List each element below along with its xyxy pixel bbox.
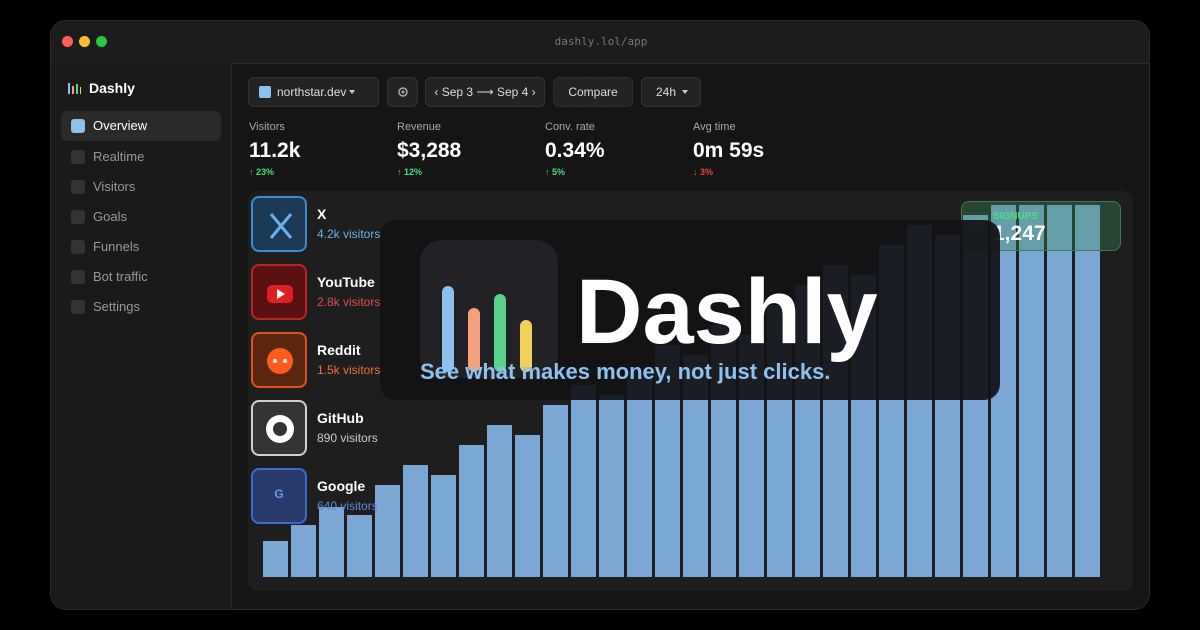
source-icon	[251, 196, 307, 252]
source-icon: G	[251, 468, 307, 524]
nav-item[interactable]: Goals	[61, 202, 221, 232]
bar	[319, 507, 344, 577]
bar	[1047, 205, 1072, 577]
metric: Conv. rate 0.34% ↑ 5%	[545, 121, 685, 181]
metric-label: Avg time	[693, 121, 736, 133]
minimize-dot[interactable]	[79, 36, 90, 47]
source-visitors: 640 visitors	[317, 499, 378, 513]
icon-label: G	[274, 487, 284, 501]
nav-item[interactable]: Realtime	[61, 142, 221, 172]
bar	[599, 395, 624, 577]
site-select[interactable]: northstar.dev	[248, 77, 379, 107]
logo	[420, 240, 558, 378]
source-name: GitHub	[317, 410, 364, 426]
nav-item[interactable]: Visitors	[61, 172, 221, 202]
maximize-dot[interactable]	[96, 36, 107, 47]
metric: Avg time 0m 59s ↓ 3%	[693, 121, 833, 181]
source-name: Reddit	[317, 342, 361, 358]
nav-item[interactable]: Bot traffic	[61, 262, 221, 292]
metric-label: Revenue	[397, 121, 442, 133]
metric-delta: ↓ 3%	[693, 167, 714, 177]
metric-delta: ↑ 12%	[397, 167, 423, 177]
overlay-banner: Dashly See what makes money, not just cl…	[380, 220, 1000, 400]
bar	[487, 425, 512, 577]
nav-item[interactable]: Settings	[61, 292, 221, 322]
brand: Dashly	[89, 80, 135, 96]
metric-value: 11.2k	[249, 139, 301, 162]
metric-value: 0.34%	[545, 139, 605, 162]
source-visitors: 2.8k visitors	[317, 295, 381, 309]
compare-button[interactable]: Compare	[553, 77, 633, 107]
metric-value: $3,288	[397, 139, 462, 162]
metric-label: Conv. rate	[545, 121, 595, 133]
nav-item[interactable]: Overview	[61, 111, 221, 141]
interval: 24h	[656, 85, 677, 99]
badge-value: 1,247	[993, 222, 1046, 245]
source-visitors: 1.5k visitors	[317, 363, 381, 377]
bar	[431, 475, 456, 577]
site-name: northstar.dev	[277, 85, 347, 99]
bar	[347, 515, 372, 577]
source-name: Google	[317, 478, 366, 494]
nav-label: Visitors	[93, 179, 136, 194]
interval-select[interactable]: 24h	[641, 77, 701, 107]
bar	[543, 405, 568, 577]
metric: Visitors 11.2k ↑ 23%	[249, 121, 389, 181]
source-name: YouTube	[317, 274, 375, 290]
close-dot[interactable]	[62, 36, 73, 47]
bar	[263, 541, 288, 577]
metric-delta: ↑ 23%	[249, 167, 275, 177]
nav-label: Settings	[93, 299, 140, 314]
source-name: X	[317, 206, 327, 222]
nav-label: Funnels	[93, 239, 140, 254]
title-bar: dashly.lol/app	[51, 21, 1149, 64]
url: dashly.lol/app	[554, 35, 648, 48]
bar	[1075, 205, 1100, 577]
metric-value: 0m 59s	[693, 139, 765, 162]
metric-label: Visitors	[249, 121, 285, 133]
bar	[459, 445, 484, 577]
nav-label: Overview	[93, 118, 148, 133]
settings-button[interactable]	[387, 77, 418, 107]
badge-label: SIGNUPS	[993, 211, 1039, 222]
brand-icon	[68, 83, 81, 94]
bar	[291, 525, 316, 577]
metric: Revenue $3,288 ↑ 12%	[397, 121, 537, 181]
tagline: See what makes money, not just clicks.	[420, 359, 831, 384]
source-icon	[251, 332, 307, 388]
sidebar: Dashly Overview Realtime Visitors Goals Funn…	[51, 63, 232, 609]
bar	[515, 435, 540, 577]
nav-label: Goals	[93, 209, 127, 224]
source-visitors: 890 visitors	[317, 431, 378, 445]
bar	[375, 485, 400, 577]
bar	[627, 371, 652, 577]
source-visitors: 4.2k visitors	[317, 227, 381, 241]
bar	[403, 465, 428, 577]
bar	[571, 385, 596, 577]
source-icon	[251, 400, 307, 456]
nav-item[interactable]: Funnels	[61, 232, 221, 262]
nav-label: Bot traffic	[93, 269, 148, 284]
source-icon	[251, 264, 307, 320]
overlay-title: Dashly	[576, 261, 878, 363]
date-range[interactable]: ‹ Sep 3 ⟶ Sep 4 ›	[425, 77, 545, 107]
bar	[1019, 205, 1044, 577]
nav-label: Realtime	[93, 149, 145, 164]
metric-delta: ↑ 5%	[545, 167, 566, 177]
